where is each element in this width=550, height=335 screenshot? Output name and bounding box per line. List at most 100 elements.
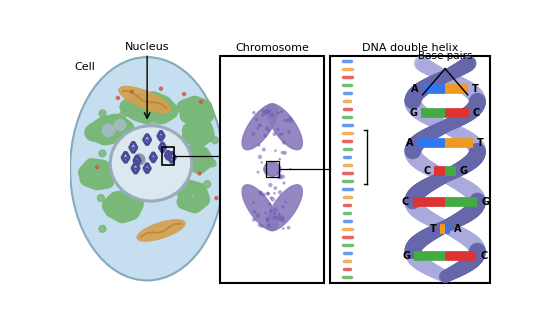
Ellipse shape xyxy=(267,104,302,150)
Circle shape xyxy=(257,171,259,173)
Circle shape xyxy=(134,196,141,203)
Circle shape xyxy=(274,208,277,211)
Text: G: G xyxy=(402,251,410,261)
Ellipse shape xyxy=(267,185,302,230)
Circle shape xyxy=(135,168,136,170)
Circle shape xyxy=(99,110,106,117)
Circle shape xyxy=(142,144,145,147)
Text: Nucleus: Nucleus xyxy=(125,42,169,52)
Ellipse shape xyxy=(70,57,224,280)
Text: T: T xyxy=(471,84,478,94)
Circle shape xyxy=(279,158,280,160)
Circle shape xyxy=(271,114,273,117)
Circle shape xyxy=(283,182,285,184)
Circle shape xyxy=(282,206,284,208)
Circle shape xyxy=(198,172,201,175)
Circle shape xyxy=(267,193,270,195)
Circle shape xyxy=(256,214,260,217)
Circle shape xyxy=(268,130,269,131)
Circle shape xyxy=(146,139,148,141)
Ellipse shape xyxy=(137,220,185,241)
Circle shape xyxy=(284,120,285,121)
Circle shape xyxy=(278,213,280,214)
Circle shape xyxy=(152,157,154,159)
Circle shape xyxy=(285,201,287,203)
Circle shape xyxy=(102,124,115,136)
Circle shape xyxy=(281,216,284,219)
Text: T: T xyxy=(430,224,437,234)
Ellipse shape xyxy=(119,86,170,113)
Circle shape xyxy=(268,224,270,227)
Circle shape xyxy=(277,217,278,218)
Text: Base pairs: Base pairs xyxy=(418,51,472,61)
FancyBboxPatch shape xyxy=(220,56,324,283)
Circle shape xyxy=(277,176,280,179)
Circle shape xyxy=(262,148,265,151)
Circle shape xyxy=(278,172,280,174)
Circle shape xyxy=(275,150,276,151)
Text: G: G xyxy=(481,197,490,207)
Circle shape xyxy=(266,218,269,220)
Circle shape xyxy=(254,210,256,213)
Circle shape xyxy=(274,187,277,189)
Circle shape xyxy=(258,224,260,226)
Circle shape xyxy=(204,181,211,188)
Circle shape xyxy=(201,121,208,128)
Circle shape xyxy=(269,203,271,205)
Circle shape xyxy=(130,90,133,93)
Text: A: A xyxy=(406,138,414,148)
Circle shape xyxy=(268,111,271,113)
Circle shape xyxy=(148,123,158,132)
Circle shape xyxy=(273,133,276,136)
FancyBboxPatch shape xyxy=(331,56,490,283)
Circle shape xyxy=(266,219,268,221)
Circle shape xyxy=(288,226,290,229)
Circle shape xyxy=(278,215,280,217)
Circle shape xyxy=(266,127,269,130)
Circle shape xyxy=(257,128,258,129)
Circle shape xyxy=(279,176,282,179)
Text: DNA double helix: DNA double helix xyxy=(362,43,458,53)
Circle shape xyxy=(258,155,261,158)
Ellipse shape xyxy=(264,162,280,176)
Circle shape xyxy=(283,228,284,229)
Circle shape xyxy=(259,191,262,194)
Circle shape xyxy=(133,147,134,149)
Circle shape xyxy=(289,118,292,120)
Text: Cell: Cell xyxy=(74,62,95,72)
Circle shape xyxy=(288,131,290,133)
Circle shape xyxy=(265,212,266,214)
Text: C: C xyxy=(402,197,409,207)
Circle shape xyxy=(262,193,265,196)
Circle shape xyxy=(286,120,288,122)
Circle shape xyxy=(265,113,266,114)
Circle shape xyxy=(119,183,122,186)
Circle shape xyxy=(262,115,264,116)
Circle shape xyxy=(290,120,293,122)
Circle shape xyxy=(184,112,191,118)
Circle shape xyxy=(274,193,275,194)
Circle shape xyxy=(266,172,268,174)
Circle shape xyxy=(211,137,218,144)
Circle shape xyxy=(270,197,272,199)
Circle shape xyxy=(281,151,284,154)
Ellipse shape xyxy=(113,128,189,199)
Text: A: A xyxy=(411,84,419,94)
Circle shape xyxy=(160,136,162,137)
Circle shape xyxy=(258,144,260,146)
Circle shape xyxy=(97,195,104,202)
Ellipse shape xyxy=(242,185,278,230)
Circle shape xyxy=(270,210,272,212)
Circle shape xyxy=(162,147,163,149)
Circle shape xyxy=(273,216,276,219)
Circle shape xyxy=(280,111,283,113)
Text: G: G xyxy=(410,108,417,118)
Circle shape xyxy=(119,112,126,119)
Text: C: C xyxy=(472,108,480,118)
Ellipse shape xyxy=(242,104,278,150)
Circle shape xyxy=(215,197,218,200)
Circle shape xyxy=(253,202,254,203)
Circle shape xyxy=(183,92,186,95)
Circle shape xyxy=(283,141,285,144)
Circle shape xyxy=(99,150,106,157)
